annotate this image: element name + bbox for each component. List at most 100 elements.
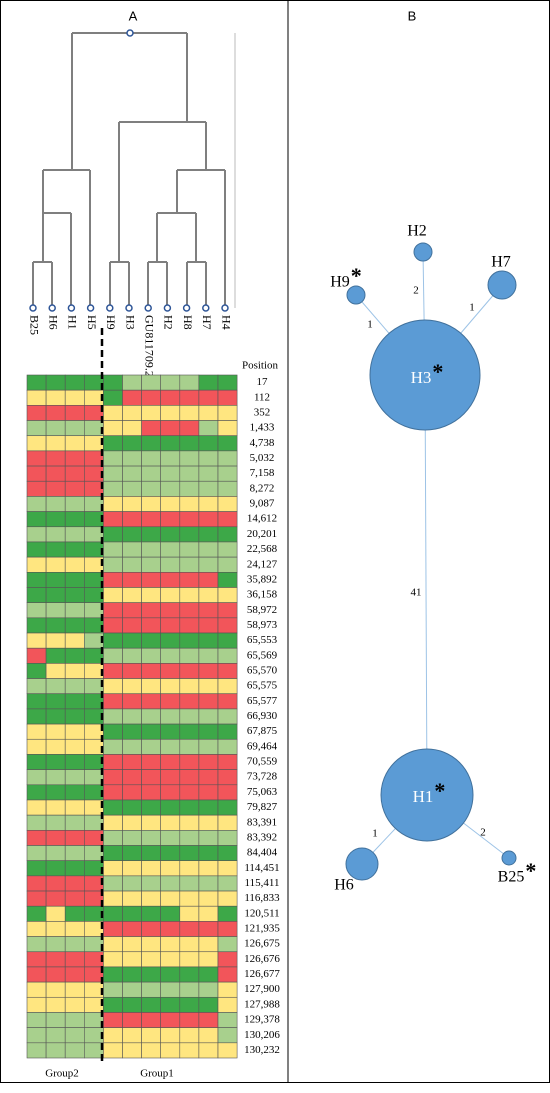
position-label: 69,464	[247, 740, 278, 752]
heatmap-cell	[141, 905, 162, 922]
heatmap-cell	[45, 389, 66, 406]
heatmap-cell	[217, 647, 238, 664]
position-label: 84,404	[247, 847, 278, 859]
heatmap-cell	[45, 754, 66, 770]
heatmap-cell	[64, 572, 85, 588]
heatmap-cell	[103, 374, 123, 391]
heatmap-cell	[141, 647, 162, 664]
heatmap-cell	[122, 389, 142, 406]
haplotype-node	[487, 270, 517, 300]
heatmap-cell	[84, 587, 104, 603]
heatmap-cell	[198, 784, 219, 801]
heatmap-cell	[45, 708, 66, 725]
heatmap-cell	[84, 435, 104, 452]
heatmap-cell	[103, 799, 123, 816]
haplotype-node	[380, 748, 474, 842]
heatmap-cell	[84, 799, 104, 816]
heatmap-cell	[122, 572, 142, 588]
heatmap-cell	[198, 951, 219, 968]
heatmap-cell	[84, 936, 104, 953]
heatmap-cell	[122, 738, 142, 755]
heatmap-cell	[26, 708, 47, 725]
heatmap-cell	[160, 769, 181, 786]
tree-branches	[32, 32, 226, 308]
heatmap-cell	[160, 663, 181, 679]
heatmap-cell	[198, 1027, 219, 1044]
heatmap-cell	[103, 951, 123, 968]
heatmap-cell	[45, 647, 66, 664]
heatmap-cell	[26, 754, 47, 770]
heatmap-cell	[141, 936, 162, 953]
heatmap-cell	[45, 830, 66, 846]
heatmap-cell	[141, 996, 162, 1013]
heatmap-cell	[217, 541, 238, 558]
heatmap-cell	[45, 738, 66, 755]
heatmap-cell	[26, 587, 47, 603]
heatmap-cell	[160, 981, 181, 998]
heatmap-cell	[45, 602, 66, 619]
heatmap-cell	[122, 420, 142, 437]
heatmap-cell	[217, 981, 238, 998]
heatmap-cell	[198, 723, 219, 740]
heatmap-cell	[122, 405, 142, 421]
heatmap-cell	[26, 830, 47, 846]
heatmap-cell	[64, 1012, 85, 1028]
heatmap-cell	[26, 951, 47, 968]
edge-label: 2	[413, 285, 419, 297]
position-label: 24,127	[247, 558, 278, 570]
heatmap-cell	[84, 830, 104, 846]
heatmap-cell	[64, 875, 85, 892]
heatmap-cell	[179, 875, 200, 892]
heatmap-cell	[160, 465, 181, 482]
heatmap-cell	[84, 511, 104, 528]
heatmap-cell	[179, 1027, 200, 1044]
heatmap-cell	[84, 572, 104, 588]
heatmap-cell	[179, 496, 200, 512]
position-label: 1,433	[250, 422, 275, 434]
heatmap-cell	[141, 890, 162, 907]
leaf-node	[202, 304, 210, 312]
heatmap-cell	[198, 511, 219, 528]
heatmap-cell	[103, 769, 123, 786]
position-label: 20,201	[247, 528, 277, 540]
heatmap-cell	[64, 526, 85, 543]
position-label: 130,206	[244, 1029, 280, 1041]
heatmap-cell	[141, 1012, 162, 1028]
heatmap-cell	[103, 587, 123, 603]
heatmap-cell	[160, 905, 181, 922]
haplotype-node	[346, 285, 366, 305]
heatmap-cell	[26, 678, 47, 695]
heatmap-cell	[64, 723, 85, 740]
heatmap-cell	[122, 860, 142, 877]
heatmap-cell	[198, 435, 219, 452]
heatmap-cell	[45, 556, 66, 573]
heatmap-cell	[26, 526, 47, 543]
heatmap-cell	[64, 374, 85, 391]
heatmap-cell	[122, 541, 142, 558]
heatmap-cell	[64, 632, 85, 649]
leaf-label: H6	[46, 315, 60, 330]
heatmap-cell	[26, 405, 47, 421]
heatmap-cell	[217, 890, 238, 907]
heatmap-cell	[217, 511, 238, 528]
heatmap-cell	[198, 875, 219, 892]
heatmap-cell	[198, 556, 219, 573]
heatmap-cell	[179, 769, 200, 786]
heatmap-cell	[45, 632, 66, 649]
heatmap-cell	[122, 966, 142, 983]
leaf-node	[48, 304, 56, 312]
heatmap-cell	[160, 951, 181, 968]
heatmap-cell	[141, 693, 162, 710]
heatmap-cell	[217, 966, 238, 983]
heatmap-cell	[64, 405, 85, 421]
heatmap-cell	[198, 572, 219, 588]
heatmap-cell	[217, 465, 238, 482]
heatmap-cell	[26, 966, 47, 983]
node-mark: *	[351, 263, 362, 288]
heatmap-cell	[122, 830, 142, 846]
heatmap-cell	[45, 587, 66, 603]
node-label: B25	[498, 869, 525, 886]
heatmap-cell	[160, 966, 181, 983]
heatmap-cell	[84, 647, 104, 664]
heatmap-cell	[141, 435, 162, 452]
